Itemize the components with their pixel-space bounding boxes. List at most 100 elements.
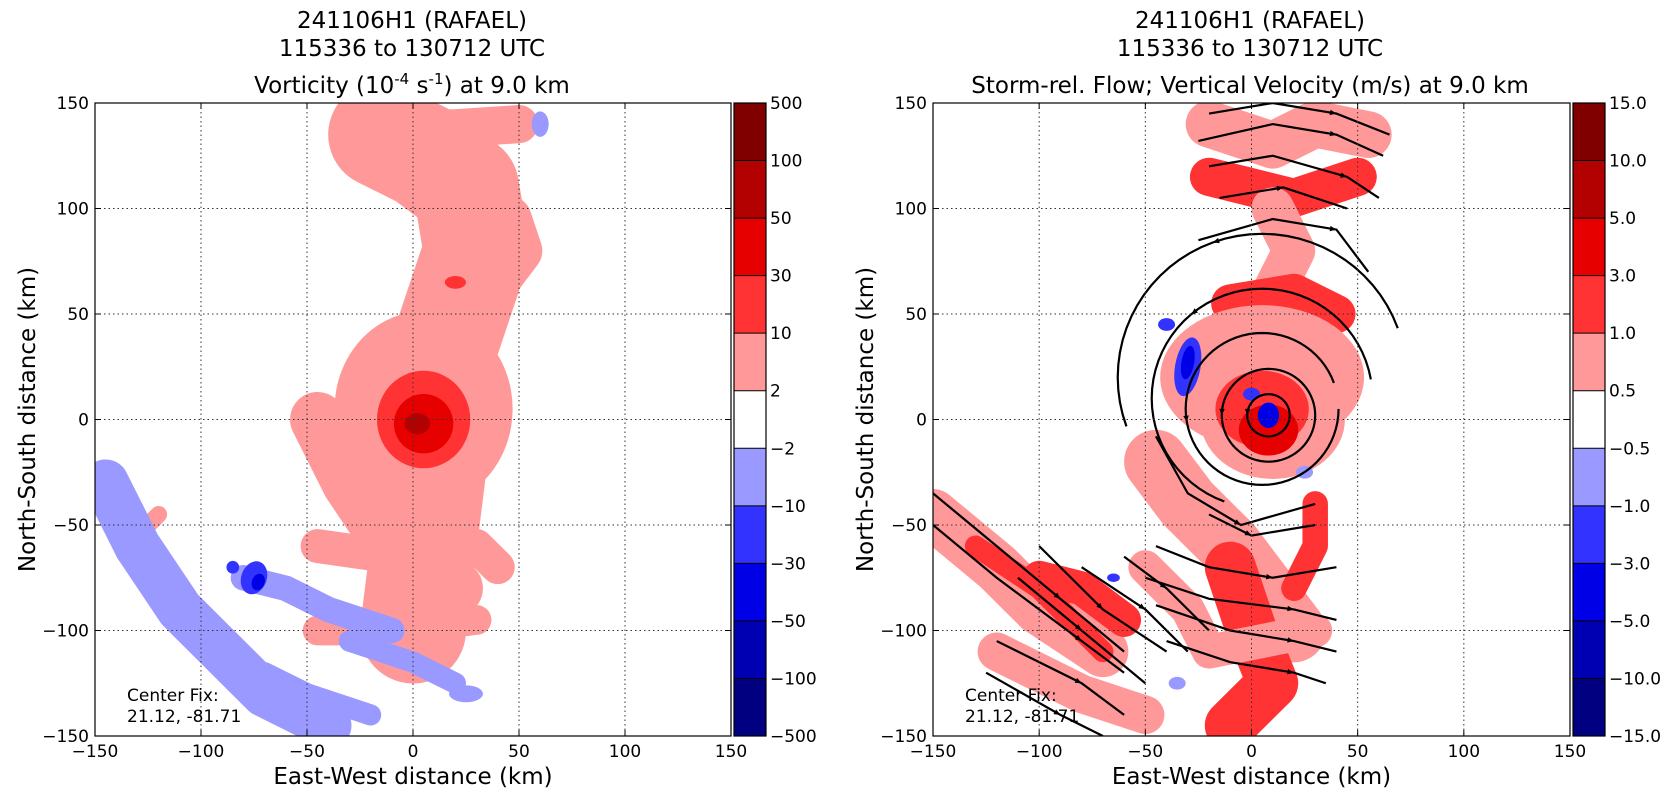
- streamline: [1208, 103, 1390, 136]
- colorbar-segment: [1573, 390, 1605, 449]
- streamline-arrow: [1074, 635, 1082, 642]
- streamline: [1116, 232, 1399, 427]
- x-tick-label: 0: [408, 742, 419, 762]
- colorbar-tick-label: −2: [770, 439, 795, 459]
- center-fix-label: Center Fix:: [127, 686, 219, 706]
- contour-blob: [404, 413, 430, 435]
- colorbar-segment: [1573, 678, 1605, 737]
- streamline: [1155, 545, 1337, 579]
- colorbar-tick-label: −5.0: [1609, 612, 1650, 632]
- x-tick-label: −50: [289, 742, 325, 762]
- colorbar-tick-label: −30: [770, 554, 806, 574]
- contour-field-1: [95, 103, 549, 736]
- y-tick-label: 50: [905, 305, 927, 325]
- colorbar-segment: [734, 160, 766, 219]
- x-tick-label: 100: [609, 742, 641, 762]
- colorbar-segment: [1573, 103, 1605, 162]
- colorbar-segment: [734, 505, 766, 564]
- streamline-arrow: [1329, 109, 1337, 116]
- colorbar-tick-label: 3.0: [1609, 267, 1636, 287]
- colorbar-tick-label: 0.5: [1609, 382, 1636, 402]
- center-fix-label: Center Fix:: [965, 686, 1057, 706]
- streamline: [933, 492, 1125, 653]
- contour-blob: [1180, 345, 1195, 380]
- streamline: [1198, 122, 1384, 157]
- streamline: [1184, 331, 1340, 487]
- streamline-arrow: [1287, 605, 1294, 612]
- streamline-arrow: [1287, 668, 1294, 675]
- streamline-arrow: [1244, 408, 1251, 416]
- x-tick-label: 150: [715, 742, 747, 762]
- streamline: [1220, 367, 1317, 463]
- contour-band: [432, 185, 543, 317]
- colorbar-tick-label: −100: [770, 669, 817, 689]
- colorbar-segment: [1573, 563, 1605, 622]
- chart-subtitle: Vorticity (10-4 s-1) at 9.0 km: [254, 70, 570, 99]
- colorbar-tick-label: 5.0: [1609, 209, 1636, 229]
- streamline-arrow: [1191, 308, 1198, 315]
- contour-blob: [1243, 387, 1260, 401]
- colorbar-segment: [734, 620, 766, 679]
- colorbar-tick-label: 50: [770, 209, 792, 229]
- streamline: [1038, 545, 1168, 653]
- x-tick-label: 150: [1554, 742, 1586, 762]
- colorbar-segment: [1573, 333, 1605, 392]
- x-tick-label: 50: [1347, 742, 1369, 762]
- streamline-arrow: [1340, 172, 1348, 178]
- colorbar-tick-label: 500: [770, 94, 802, 114]
- y-tick-label: −100: [880, 622, 927, 642]
- chart-title-line-1: 241106H1 (RAFAEL): [297, 8, 527, 34]
- x-tick-label: −50: [1127, 742, 1163, 762]
- streamline: [933, 524, 1125, 674]
- contour-band: [977, 632, 1165, 735]
- colorbar-segment: [1573, 505, 1605, 564]
- chart-title-line-1: 241106H1 (RAFAEL): [1135, 8, 1365, 34]
- y-axis-label: North-South distance (km): [15, 267, 41, 572]
- center-fix-value: 21.12, -81.71: [127, 707, 241, 727]
- colorbar-tick-label: −3.0: [1609, 554, 1650, 574]
- contour-blob: [449, 685, 483, 703]
- y-tick-label: 150: [57, 94, 89, 114]
- streamlines: [933, 103, 1399, 736]
- streamline-arrow: [1053, 592, 1061, 599]
- streamline: [1123, 555, 1210, 632]
- x-tick-label: −150: [910, 742, 957, 762]
- y-tick-label: −150: [880, 727, 927, 747]
- colorbar-segment: [734, 333, 766, 392]
- colorbar-tick-label: −15.0: [1609, 727, 1661, 747]
- colorbar-segment: [1573, 275, 1605, 334]
- y-tick-label: 150: [895, 94, 927, 114]
- streamline-arrow: [1138, 603, 1146, 610]
- streamline-arrow: [1074, 677, 1082, 684]
- colorbar-tick-label: −1.0: [1609, 497, 1650, 517]
- streamline: [1081, 566, 1189, 653]
- streamline-arrow: [1329, 130, 1337, 137]
- x-axis-label: East-West distance (km): [1112, 764, 1391, 790]
- x-axis-label: East-West distance (km): [273, 764, 552, 790]
- colorbar-tick-label: 10: [770, 324, 792, 344]
- streamline-arrow: [1053, 709, 1061, 715]
- contour-band: [1189, 157, 1377, 218]
- contour-blob: [1257, 402, 1280, 429]
- colorbar-tick-label: −0.5: [1609, 439, 1650, 459]
- contour-blob: [1168, 676, 1186, 690]
- chart-title-line-2: 115336 to 130712 UTC: [1117, 36, 1383, 62]
- colorbar-tick-label: 15.0: [1609, 94, 1647, 114]
- contour-blob: [349, 103, 456, 146]
- streamline-arrow: [1244, 530, 1252, 536]
- contour-blob: [1107, 573, 1120, 582]
- contour-band: [1281, 491, 1328, 602]
- colorbar-segment: [734, 563, 766, 622]
- colorbar-segment: [1573, 620, 1605, 679]
- colorbar-segment: [734, 218, 766, 277]
- contour-field-2: [933, 103, 1392, 736]
- streamline: [996, 640, 1125, 716]
- colorbar-segment: [1573, 448, 1605, 507]
- y-axis-label: North-South distance (km): [853, 267, 879, 572]
- colorbar-segment: [734, 448, 766, 507]
- colorbar-segment: [734, 275, 766, 334]
- x-tick-label: −150: [72, 742, 119, 762]
- colorbar-tick-label: −500: [770, 727, 817, 747]
